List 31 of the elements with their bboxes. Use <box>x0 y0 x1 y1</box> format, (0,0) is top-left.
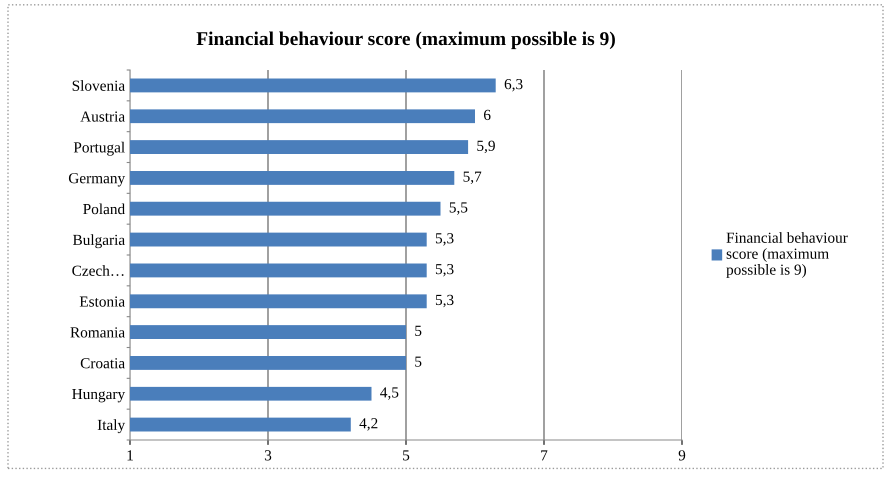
chart-title: Financial behaviour score (maximum possible is 9) <box>196 32 615 50</box>
y-tick-label: Italy <box>98 419 126 434</box>
data-label: 5,3 <box>436 294 454 308</box>
data-label: 5 <box>415 326 422 336</box>
data-label: 5,9 <box>477 140 495 154</box>
y-tick-label: Czech… <box>72 265 124 276</box>
data-label: 5,3 <box>436 233 454 246</box>
data-label: 5 <box>415 356 422 367</box>
y-tick-label: Germany <box>68 173 126 186</box>
x-tick-label: 7 <box>541 450 548 460</box>
x-tick-label: 5 <box>403 450 410 460</box>
y-tick-label: Austria <box>80 111 125 122</box>
y-tick-label: Poland <box>83 203 125 214</box>
data-label: 5,3 <box>436 264 454 276</box>
y-tick-label: Bulgaria <box>72 234 125 248</box>
y-tick-label: Hungary <box>72 389 126 402</box>
legend-label: Financial behaviour score (maximum possible is 9) <box>726 232 848 278</box>
y-tick-label: Slovenia <box>72 80 125 91</box>
data-label: 6,3 <box>504 78 523 92</box>
x-tick-label: 9 <box>678 450 686 460</box>
data-label: 6 <box>484 110 491 120</box>
data-label: 5,7 <box>464 172 482 184</box>
y-tick-label: Estonia <box>80 296 125 307</box>
x-tick-label: 3 <box>264 450 272 460</box>
y-tick-label: Croatia <box>80 358 125 368</box>
y-tick-label: Portugal <box>74 142 125 156</box>
data-label: 5,5 <box>450 202 468 215</box>
data-label: 4,5 <box>380 387 398 400</box>
x-tick-label: 1 <box>128 450 133 460</box>
y-tick-label: Romania <box>70 327 125 338</box>
data-label: 4,2 <box>359 418 378 431</box>
